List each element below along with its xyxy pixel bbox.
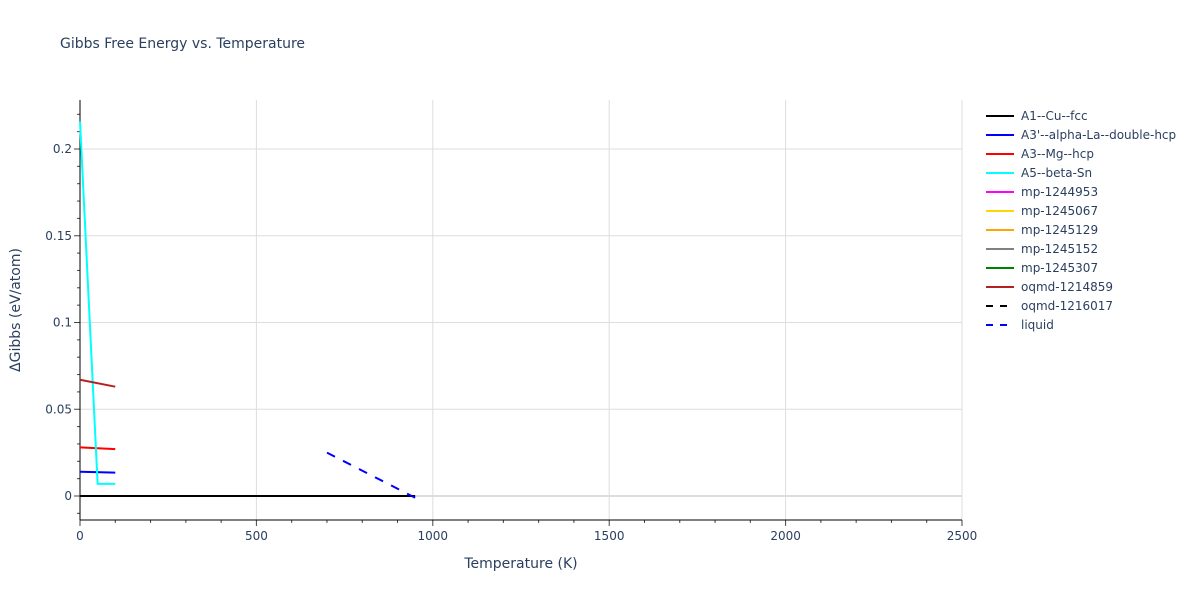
legend-label: oqmd-1216017 bbox=[1021, 298, 1114, 313]
x-tick-label: 500 bbox=[245, 529, 268, 543]
series-line[interactable] bbox=[79, 378, 116, 388]
legend-item[interactable]: mp-1245129 bbox=[985, 220, 1176, 239]
legend-swatch-icon bbox=[986, 114, 1014, 117]
legend-label: A1--Cu--fcc bbox=[1021, 108, 1088, 123]
y-tick-label: 0 bbox=[64, 489, 72, 503]
legend-item[interactable]: mp-1245307 bbox=[985, 258, 1176, 277]
y-tick-label: 0.15 bbox=[45, 229, 72, 243]
legend-item[interactable]: mp-1245067 bbox=[985, 201, 1176, 220]
legend-label: oqmd-1214859 bbox=[1021, 279, 1114, 294]
y-axis-title: ΔGibbs (eV/atom) bbox=[8, 248, 24, 372]
legend-item[interactable]: A5--beta-Sn bbox=[985, 163, 1176, 182]
legend-label: mp-1245067 bbox=[1021, 203, 1099, 218]
y-tick-label: 0.2 bbox=[53, 142, 72, 156]
legend-item[interactable]: oqmd-1216017 bbox=[985, 296, 1176, 315]
series-line[interactable] bbox=[79, 121, 116, 485]
legend-label: A5--beta-Sn bbox=[1021, 165, 1093, 180]
chart-title: Gibbs Free Energy vs. Temperature bbox=[60, 36, 306, 52]
y-tick-label: 0.05 bbox=[45, 402, 72, 416]
series-line[interactable] bbox=[326, 451, 416, 499]
x-tick-label: 2000 bbox=[770, 529, 801, 543]
legend-label: mp-1245152 bbox=[1021, 241, 1099, 256]
legend-swatch-icon bbox=[986, 247, 1014, 250]
x-tick-label: 1000 bbox=[418, 529, 449, 543]
legend-item[interactable]: oqmd-1214859 bbox=[985, 277, 1176, 296]
legend-swatch-icon bbox=[986, 152, 1014, 155]
x-axis-title: Temperature (K) bbox=[463, 556, 577, 572]
legend-swatch-icon bbox=[986, 133, 1014, 136]
legend-swatch-icon bbox=[986, 266, 1014, 269]
legend-swatch-icon bbox=[986, 285, 1014, 288]
legend-item[interactable]: A3--Mg--hcp bbox=[985, 144, 1176, 163]
legend-item[interactable]: liquid bbox=[985, 315, 1176, 334]
legend-item[interactable]: A1--Cu--fcc bbox=[985, 106, 1176, 125]
legend-swatch-icon bbox=[986, 304, 1014, 307]
x-tick-label: 1500 bbox=[594, 529, 625, 543]
legend-label: A3--Mg--hcp bbox=[1021, 146, 1094, 161]
legend-item[interactable]: mp-1244953 bbox=[985, 182, 1176, 201]
legend-swatch-icon bbox=[986, 190, 1014, 193]
legend-swatch-icon bbox=[986, 171, 1014, 174]
series-line[interactable] bbox=[79, 446, 116, 451]
legend-item[interactable]: A3'--alpha-La--double-hcp bbox=[985, 125, 1176, 144]
legend-label: mp-1244953 bbox=[1021, 184, 1099, 199]
legend-label: mp-1245129 bbox=[1021, 222, 1099, 237]
legend-swatch-icon bbox=[986, 228, 1014, 231]
legend: A1--Cu--fcc A3'--alpha-La--double-hcp A3--… bbox=[985, 106, 1176, 334]
x-tick-label: 0 bbox=[76, 529, 84, 543]
legend-item[interactable]: mp-1245152 bbox=[985, 239, 1176, 258]
legend-label: mp-1245307 bbox=[1021, 260, 1099, 275]
y-tick-label: 0.1 bbox=[53, 316, 72, 330]
legend-swatch-icon bbox=[986, 323, 1014, 326]
legend-swatch-icon bbox=[986, 209, 1014, 212]
legend-label: liquid bbox=[1021, 317, 1054, 332]
x-tick-label: 2500 bbox=[947, 529, 978, 543]
legend-label: A3'--alpha-La--double-hcp bbox=[1021, 127, 1177, 142]
